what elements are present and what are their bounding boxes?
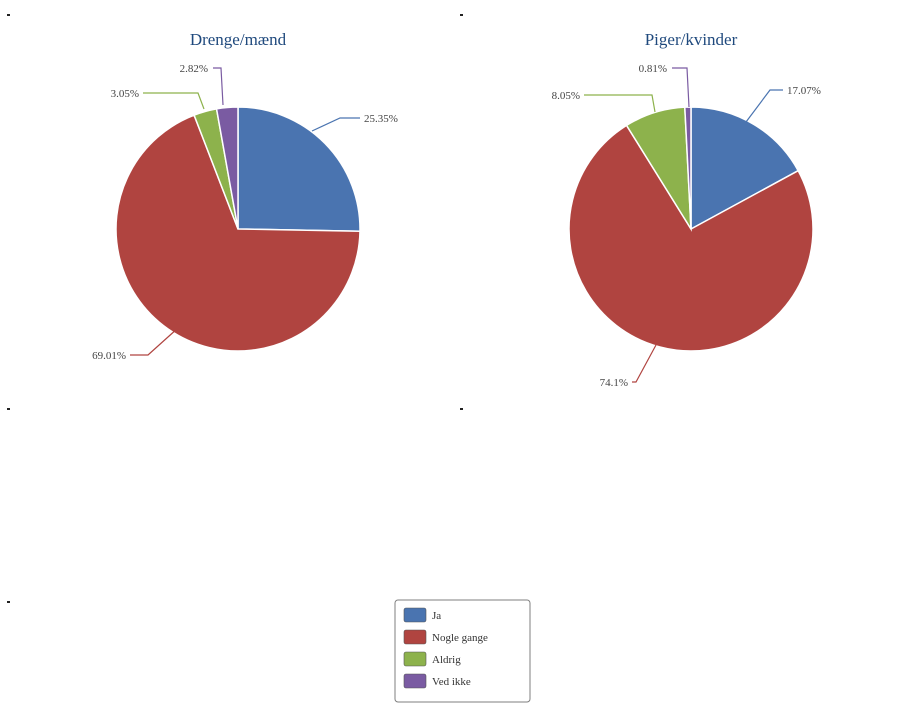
- legend-swatch-ja: [403, 607, 427, 623]
- legend-swatch-nogle-gange: [403, 629, 427, 645]
- leader-line: [143, 92, 205, 110]
- data-label: 69.01%: [92, 350, 126, 362]
- legend-box: [394, 599, 531, 703]
- leader-line: [672, 67, 690, 108]
- corner-mark: [7, 601, 10, 603]
- data-label: 74.1%: [600, 377, 628, 389]
- pie-chart-girls: Piger/kvinder 17.07% 74.1% 8.05% 0.81%: [552, 30, 821, 389]
- leader-line: [311, 117, 360, 132]
- pie-slice-ja: [690, 106, 800, 231]
- corner-mark: [7, 408, 10, 410]
- legend-swatch-aldrig: [403, 651, 427, 667]
- leader-line: [213, 67, 224, 106]
- data-label: 8.05%: [552, 90, 580, 102]
- pie-slice-ved-ikke: [215, 106, 239, 230]
- legend-label: Ja: [432, 610, 441, 622]
- legend: Ja Nogle gange Aldrig Ved ikke: [394, 599, 531, 703]
- corner-mark: [460, 14, 463, 16]
- data-label: 2.82%: [180, 63, 208, 75]
- chart-title: Drenge/mænd: [190, 30, 287, 49]
- data-label: 25.35%: [364, 113, 398, 125]
- leader-line: [130, 327, 179, 356]
- legend-label: Aldrig: [432, 654, 461, 666]
- legend-label: Nogle gange: [432, 632, 488, 644]
- leader-line: [745, 89, 783, 123]
- data-label: 3.05%: [111, 88, 139, 100]
- data-label: 17.07%: [787, 85, 821, 97]
- data-label: 0.81%: [639, 63, 667, 75]
- leader-line: [584, 94, 656, 113]
- corner-mark: [7, 14, 10, 16]
- pie-slice-nogle-gange: [568, 124, 814, 352]
- pie-slice-ja: [237, 106, 361, 233]
- corner-mark: [460, 408, 463, 410]
- pie-chart-boys: Drenge/mænd 25.35% 69.01% 3.05% 2.82%: [92, 30, 398, 362]
- pie-slice-ved-ikke: [684, 106, 692, 230]
- leader-line: [632, 344, 657, 383]
- chart-title: Piger/kvinder: [645, 30, 738, 49]
- legend-label: Ved ikke: [432, 676, 471, 688]
- pie-slice-nogle-gange: [115, 114, 361, 352]
- legend-swatch-ved-ikke: [403, 673, 427, 689]
